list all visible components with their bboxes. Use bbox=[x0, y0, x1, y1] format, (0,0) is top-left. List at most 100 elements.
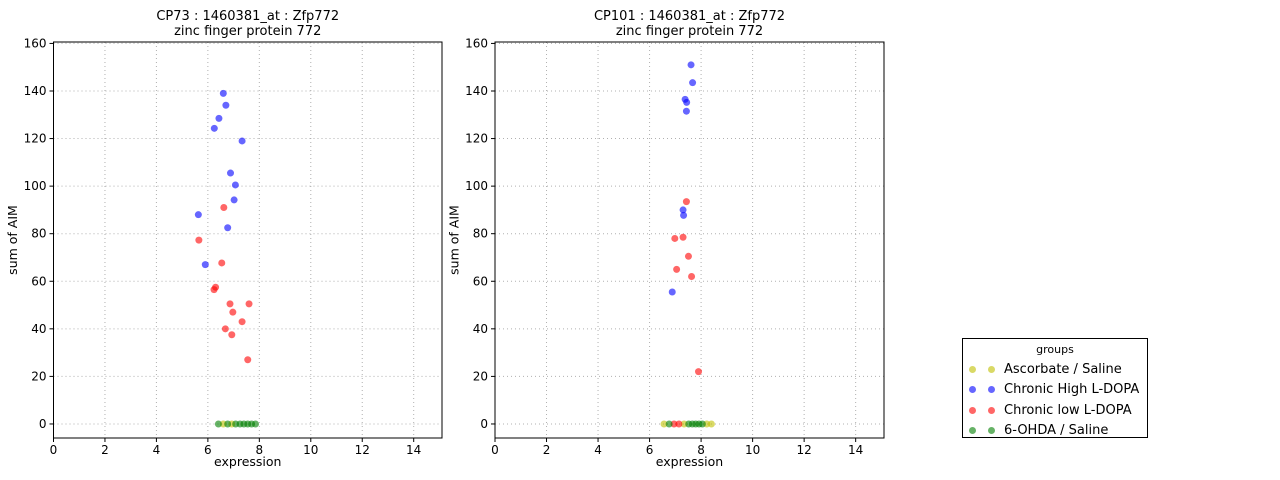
scatter-point bbox=[251, 420, 259, 428]
scatter-point bbox=[244, 356, 252, 364]
y-tick-label: 40 bbox=[473, 322, 488, 336]
plot-title-line1: CP101 : 1460381_at : Zfp772 bbox=[594, 9, 785, 24]
scatter-point bbox=[707, 420, 715, 428]
legend-marker-dot bbox=[969, 427, 976, 435]
x-tick-label: 4 bbox=[153, 443, 161, 457]
scatter-point bbox=[670, 420, 678, 428]
y-tick-label: 0 bbox=[480, 417, 488, 431]
legend-marker-dot bbox=[988, 386, 995, 394]
scatter-point bbox=[230, 196, 238, 204]
y-tick-label: 120 bbox=[465, 132, 488, 146]
y-tick-label: 20 bbox=[31, 369, 46, 383]
scatter-point bbox=[671, 234, 679, 242]
scatter-point bbox=[224, 224, 232, 232]
scatter-point bbox=[679, 206, 687, 214]
legend-marker-dot bbox=[988, 365, 995, 373]
x-tick-label: 12 bbox=[355, 443, 370, 457]
y-tick-label: 60 bbox=[473, 274, 488, 288]
scatter-point bbox=[238, 137, 246, 145]
x-tick-label: 6 bbox=[204, 443, 212, 457]
x-axis-label: expression bbox=[214, 454, 281, 469]
x-tick-label: 12 bbox=[796, 443, 811, 457]
x-tick-label: 10 bbox=[303, 443, 318, 457]
scatter-point bbox=[660, 420, 668, 428]
y-tick-label: 100 bbox=[465, 179, 488, 193]
y-tick-label: 80 bbox=[473, 227, 488, 241]
scatter-point bbox=[679, 233, 687, 241]
scatter-point bbox=[218, 259, 226, 267]
legend-entry: Chronic low L-DOPA bbox=[963, 400, 1147, 421]
scatter-point bbox=[228, 331, 236, 339]
scatter-point bbox=[698, 420, 706, 428]
scatter-point bbox=[194, 211, 202, 219]
x-tick-label: 4 bbox=[594, 443, 602, 457]
y-tick-label: 60 bbox=[31, 274, 46, 288]
scatter-point bbox=[665, 420, 673, 428]
y-tick-label: 120 bbox=[24, 132, 47, 146]
legend-marker-dot bbox=[969, 365, 976, 373]
x-axis-label: expression bbox=[656, 454, 723, 469]
scatter-point bbox=[222, 101, 230, 109]
scatter-point bbox=[675, 420, 683, 428]
scatter-point bbox=[695, 368, 703, 376]
x-tick-label: 6 bbox=[646, 443, 654, 457]
x-tick-label: 8 bbox=[697, 443, 705, 457]
y-tick-label: 100 bbox=[24, 179, 47, 193]
scatter-point bbox=[210, 124, 218, 132]
legend-marker-dot bbox=[969, 406, 976, 414]
y-tick-label: 0 bbox=[39, 417, 47, 431]
scatter-point bbox=[215, 114, 223, 122]
scatter-point bbox=[238, 318, 246, 326]
scatter-point bbox=[245, 300, 253, 308]
legend-entries: Ascorbate / Saline Chronic High L-DOPA Chr… bbox=[963, 359, 1147, 441]
plot-title-line2: zinc finger protein 772 bbox=[174, 24, 321, 39]
scatter-point bbox=[231, 181, 239, 189]
scatter-point bbox=[210, 286, 218, 294]
y-tick-label: 160 bbox=[465, 36, 488, 50]
axes-frame bbox=[53, 41, 443, 439]
legend-entry-label: Ascorbate / Saline bbox=[1004, 361, 1122, 377]
plot-title-line1: CP73 : 1460381_at : Zfp772 bbox=[156, 9, 339, 24]
scatter-point bbox=[224, 420, 232, 428]
scatter-point bbox=[214, 420, 222, 428]
axes-frame bbox=[494, 41, 885, 439]
scatter-point bbox=[195, 236, 203, 244]
y-axis-label: sum of AIM bbox=[5, 205, 20, 275]
scatter-point bbox=[226, 300, 234, 308]
x-tick-label: 10 bbox=[745, 443, 760, 457]
scatter-point bbox=[682, 107, 690, 115]
legend-marker-dot bbox=[969, 386, 976, 394]
plot-title-line2: zinc finger protein 772 bbox=[616, 24, 763, 39]
y-axis-label: sum of AIM bbox=[447, 205, 462, 275]
x-tick-label: 8 bbox=[256, 443, 264, 457]
y-tick-label: 40 bbox=[31, 322, 46, 336]
scatter-point bbox=[227, 169, 235, 177]
y-tick-label: 160 bbox=[24, 36, 47, 50]
scatter-point bbox=[219, 89, 227, 97]
legend-entry: Chronic High L-DOPA bbox=[963, 380, 1147, 401]
legend-marker-dot bbox=[988, 427, 995, 435]
scatter-point bbox=[683, 98, 691, 106]
scatter-point bbox=[229, 308, 237, 316]
legend-entry-label: 6-OHDA / Saline bbox=[1004, 423, 1109, 439]
legend-entry-label: Chronic low L-DOPA bbox=[1004, 402, 1132, 418]
legend-entry: 6-OHDA / Saline bbox=[963, 421, 1147, 442]
x-tick-label: 2 bbox=[101, 443, 109, 457]
x-tick-label: 0 bbox=[50, 443, 58, 457]
y-tick-label: 140 bbox=[465, 84, 488, 98]
legend-marker-dot bbox=[988, 406, 995, 414]
scatter-point bbox=[684, 252, 692, 260]
scatter-point bbox=[201, 261, 209, 269]
scatter-point bbox=[221, 325, 229, 333]
y-tick-label: 80 bbox=[31, 227, 46, 241]
scatter-point bbox=[668, 288, 676, 296]
x-tick-label: 2 bbox=[543, 443, 551, 457]
x-tick-label: 0 bbox=[491, 443, 499, 457]
y-tick-label: 140 bbox=[24, 84, 47, 98]
legend: groups Ascorbate / Saline Chronic High L-… bbox=[962, 338, 1148, 438]
scatter-point bbox=[687, 61, 695, 69]
scatter-point bbox=[673, 265, 681, 273]
